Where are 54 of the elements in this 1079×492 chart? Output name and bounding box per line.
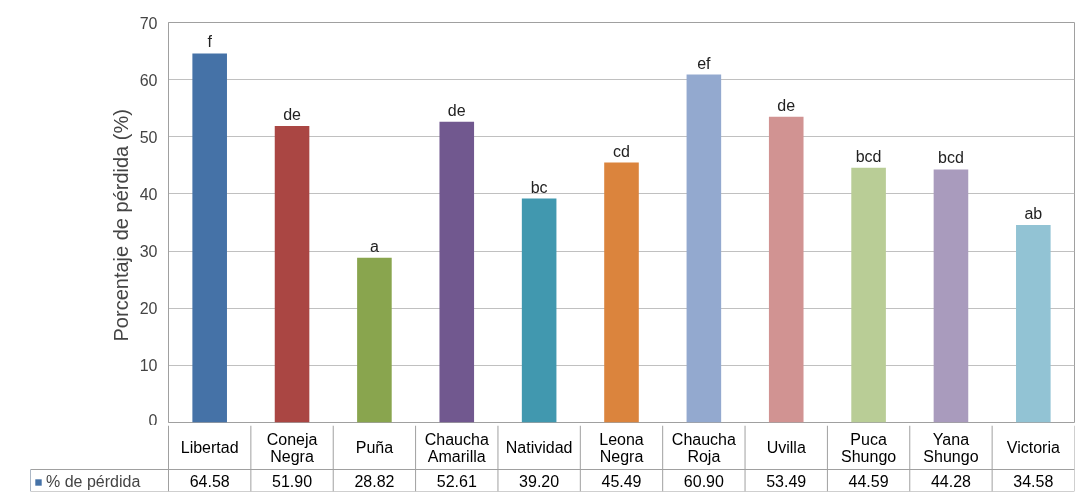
data-label: 28.82 [354,472,395,490]
data-label: 64.58 [189,472,230,490]
bar [521,198,557,423]
x-tick-label: Yana Shungo [923,430,979,465]
y-tick-label: 30 [139,243,158,261]
y-tick-label: 70 [139,14,158,32]
annotation: ab [1024,204,1043,222]
y-tick-label: 20 [139,300,158,318]
x-tick-label: Chaucha Roja [671,430,736,465]
y-tick-label: 0 [148,411,158,429]
x-tick-label: Coneja Negra [266,430,318,465]
bar [192,53,227,423]
data-label: 34.58 [1013,472,1054,490]
bar [439,121,475,423]
y-tick-label: 60 [139,71,158,89]
annotation: a [369,237,379,255]
bar [686,74,722,423]
bar [604,162,639,423]
bar [851,167,886,423]
data-label: 51.90 [272,472,313,490]
data-label: 44.59 [848,472,889,490]
annotation: bcd [938,149,964,167]
annotation: bc [530,178,548,196]
annotation: de [447,101,466,119]
annotation: f [207,33,213,51]
data-label: 53.49 [766,472,807,490]
bar [274,125,310,423]
data-label: 52.61 [436,472,477,490]
bar [933,169,969,423]
x-tick-label: Uvilla [766,439,806,456]
annotation: cd [613,142,630,160]
annotation: de [283,105,302,123]
data-label: 39.20 [519,472,560,490]
annotation: ef [697,54,712,72]
y-tick-label: 10 [139,357,158,375]
x-tick-label: Natividad [505,439,573,456]
x-tick-label: Leona Negra [599,430,644,465]
x-tick-label: Chaucha Amarilla [424,430,489,465]
y-tick-label: 50 [139,128,158,146]
x-tick-label: Puña [355,439,394,456]
x-tick-label: Puca Shungo [841,430,897,465]
x-tick-label: Victoria [1006,439,1060,456]
bar [1016,224,1051,423]
data-label: 45.49 [601,472,642,490]
annotation: bcd [855,147,882,165]
y-tick-label: 40 [139,185,158,203]
legend-label: % de pérdida [46,473,141,491]
annotation: de [777,96,796,114]
bar [357,257,392,423]
y-axis-title: Porcentaje de pérdida (%) [109,109,132,342]
bar [768,116,804,423]
data-label: 44.28 [930,472,972,490]
data-label: 60.90 [683,472,724,490]
x-tick-label: Libertad [180,439,239,456]
